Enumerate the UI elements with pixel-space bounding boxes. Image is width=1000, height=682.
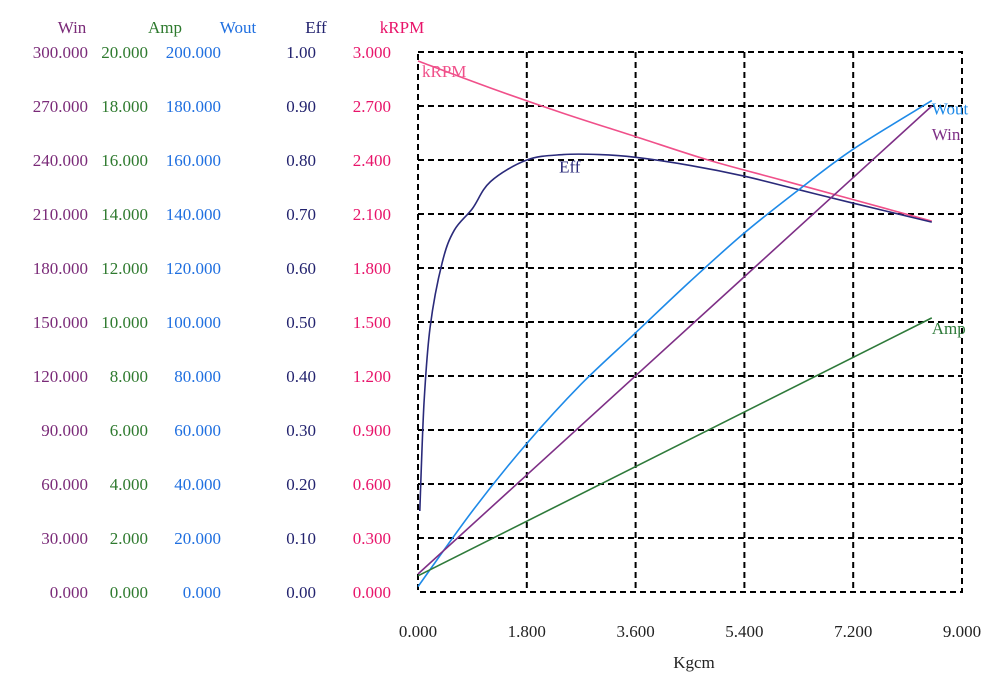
y-tick-wout: 100.000 bbox=[166, 313, 221, 332]
y-tick-eff: 0.40 bbox=[286, 367, 316, 386]
y-tick-eff: 1.00 bbox=[286, 43, 316, 62]
y-tick-win: 0.000 bbox=[50, 583, 88, 602]
series-label-amp: Amp bbox=[932, 319, 966, 338]
y-tick-wout: 60.000 bbox=[174, 421, 221, 440]
series-line-krpm bbox=[417, 60, 933, 222]
y-tick-eff: 0.70 bbox=[286, 205, 316, 224]
y-tick-win: 210.000 bbox=[33, 205, 88, 224]
x-tick-label: 7.200 bbox=[834, 622, 872, 641]
y-tick-wout: 120.000 bbox=[166, 259, 221, 278]
y-tick-wout: 20.000 bbox=[174, 529, 221, 548]
y-tick-krpm: 0.300 bbox=[353, 529, 391, 548]
x-tick-label: 3.600 bbox=[616, 622, 654, 641]
x-tick-label: 0.000 bbox=[399, 622, 437, 641]
y-tick-amp: 4.000 bbox=[110, 475, 148, 494]
y-tick-win: 30.000 bbox=[41, 529, 88, 548]
series-line-eff bbox=[419, 153, 932, 512]
y-tick-krpm: 0.900 bbox=[353, 421, 391, 440]
y-tick-krpm: 2.400 bbox=[353, 151, 391, 170]
y-tick-krpm: 1.800 bbox=[353, 259, 391, 278]
y-tick-krpm: 2.700 bbox=[353, 97, 391, 116]
y-tick-wout: 160.000 bbox=[166, 151, 221, 170]
series-line-amp bbox=[417, 317, 933, 577]
series-label-win: Win bbox=[932, 125, 961, 144]
y-tick-wout: 140.000 bbox=[166, 205, 221, 224]
y-tick-krpm: 3.000 bbox=[353, 43, 391, 62]
y-tick-wout: 80.000 bbox=[174, 367, 221, 386]
y-tick-amp: 20.000 bbox=[101, 43, 148, 62]
y-tick-eff: 0.90 bbox=[286, 97, 316, 116]
y-tick-krpm: 0.000 bbox=[353, 583, 391, 602]
series-lines bbox=[417, 60, 933, 588]
y-axis-title-win: Win bbox=[58, 18, 87, 37]
y-tick-amp: 10.000 bbox=[101, 313, 148, 332]
y-tick-eff: 0.30 bbox=[286, 421, 316, 440]
y-axis-title-wout: Wout bbox=[220, 18, 257, 37]
x-tick-label: 1.800 bbox=[508, 622, 546, 641]
y-tick-win: 150.000 bbox=[33, 313, 88, 332]
y-tick-krpm: 2.100 bbox=[353, 205, 391, 224]
x-axis-title: Kgcm bbox=[673, 653, 715, 672]
y-tick-eff: 0.20 bbox=[286, 475, 316, 494]
plot-frame bbox=[417, 51, 963, 593]
y-axes: Win 0.000 30.000 60.000 90.000 120.000 150.000… bbox=[33, 18, 424, 602]
y-tick-eff: 0.60 bbox=[286, 259, 316, 278]
y-tick-amp: 18.000 bbox=[101, 97, 148, 116]
y-tick-krpm: 1.500 bbox=[353, 313, 391, 332]
y-tick-win: 120.000 bbox=[33, 367, 88, 386]
y-tick-win: 240.000 bbox=[33, 151, 88, 170]
y-tick-krpm: 0.600 bbox=[353, 475, 391, 494]
y-tick-win: 270.000 bbox=[33, 97, 88, 116]
y-tick-amp: 16.000 bbox=[101, 151, 148, 170]
y-tick-wout: 200.000 bbox=[166, 43, 221, 62]
x-tick-label: 5.400 bbox=[725, 622, 763, 641]
y-tick-win: 60.000 bbox=[41, 475, 88, 494]
series-label-eff: Eff bbox=[559, 158, 581, 177]
y-tick-amp: 8.000 bbox=[110, 367, 148, 386]
y-tick-win: 180.000 bbox=[33, 259, 88, 278]
y-tick-eff: 0.00 bbox=[286, 583, 316, 602]
series-label-wout: Wout bbox=[932, 100, 969, 119]
y-tick-eff: 0.80 bbox=[286, 151, 316, 170]
x-tick-label: 9.000 bbox=[943, 622, 981, 641]
y-tick-amp: 0.000 bbox=[110, 583, 148, 602]
y-axis-title-amp: Amp bbox=[148, 18, 182, 37]
x-axis-ticks: 0.000 1.800 3.600 5.400 7.200 9.000 bbox=[399, 622, 981, 641]
y-axis-title-krpm: kRPM bbox=[380, 18, 424, 37]
y-axis-title-eff: Eff bbox=[305, 18, 327, 37]
series-labels: kRPM Eff Wout Win Amp bbox=[422, 62, 968, 338]
y-tick-eff: 0.10 bbox=[286, 529, 316, 548]
y-tick-wout: 0.000 bbox=[183, 583, 221, 602]
y-tick-win: 300.000 bbox=[33, 43, 88, 62]
series-line-wout bbox=[417, 99, 933, 588]
y-tick-krpm: 1.200 bbox=[353, 367, 391, 386]
chart-grid bbox=[417, 51, 963, 593]
y-tick-amp: 14.000 bbox=[101, 205, 148, 224]
y-tick-eff: 0.50 bbox=[286, 313, 316, 332]
y-tick-win: 90.000 bbox=[41, 421, 88, 440]
series-line-win bbox=[417, 105, 933, 575]
y-tick-amp: 2.000 bbox=[110, 529, 148, 548]
y-tick-wout: 180.000 bbox=[166, 97, 221, 116]
y-tick-amp: 12.000 bbox=[101, 259, 148, 278]
series-label-krpm: kRPM bbox=[422, 62, 466, 81]
y-tick-wout: 40.000 bbox=[174, 475, 221, 494]
y-tick-amp: 6.000 bbox=[110, 421, 148, 440]
